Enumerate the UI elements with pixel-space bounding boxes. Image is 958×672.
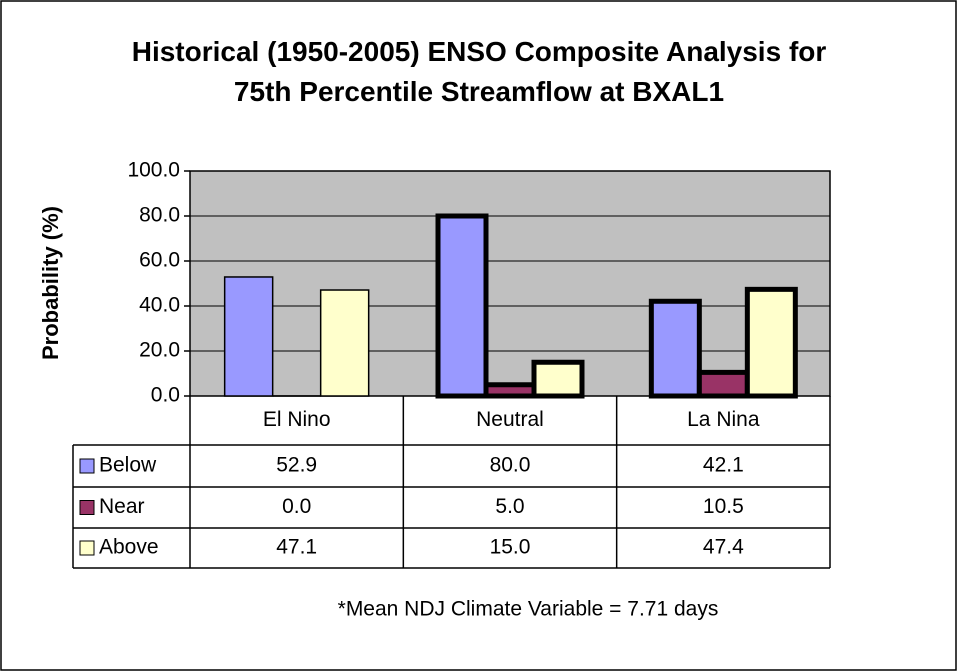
x-tick-label: El Nino: [263, 408, 331, 431]
legend-key: [79, 458, 95, 474]
bar: [744, 286, 798, 399]
y-tick-label: 100.0: [127, 159, 180, 182]
y-tick-label: 0.0: [151, 384, 180, 407]
footnote: *Mean NDJ Climate Variable = 7.71 days: [338, 598, 719, 621]
table-value: 10.5: [703, 495, 744, 518]
bar: [435, 213, 489, 399]
x-tick-label: Neutral: [476, 408, 544, 431]
y-axis-label: Probability (%): [38, 206, 63, 360]
table-value: 80.0: [490, 454, 531, 477]
table-value: 42.1: [703, 454, 744, 477]
table-value: 0.0: [282, 495, 311, 518]
bar: [531, 359, 585, 399]
legend-label: Below: [99, 454, 157, 477]
table-value: 52.9: [276, 454, 317, 477]
y-tick-label: 60.0: [139, 249, 180, 272]
table-value: 5.0: [495, 495, 524, 518]
bar: [223, 276, 274, 397]
plot-area: [189, 170, 831, 397]
bar: [483, 382, 537, 399]
table-value: 47.4: [703, 536, 744, 559]
legend-key: [79, 540, 95, 556]
y-tick-label: 20.0: [139, 339, 180, 362]
bar: [319, 289, 370, 397]
table-value: 15.0: [490, 536, 531, 559]
y-tick-label: 40.0: [139, 294, 180, 317]
y-tick-label: 80.0: [139, 204, 180, 227]
x-tick-label: La Nina: [687, 408, 760, 431]
bar: [696, 369, 750, 399]
table-value: 47.1: [276, 536, 317, 559]
legend-label: Near: [99, 495, 145, 518]
legend-label: Above: [99, 536, 159, 559]
legend-key: [79, 500, 95, 515]
bar: [648, 298, 702, 399]
chart-title: Historical (1950-2005) ENSO Composite An…: [131, 36, 827, 107]
